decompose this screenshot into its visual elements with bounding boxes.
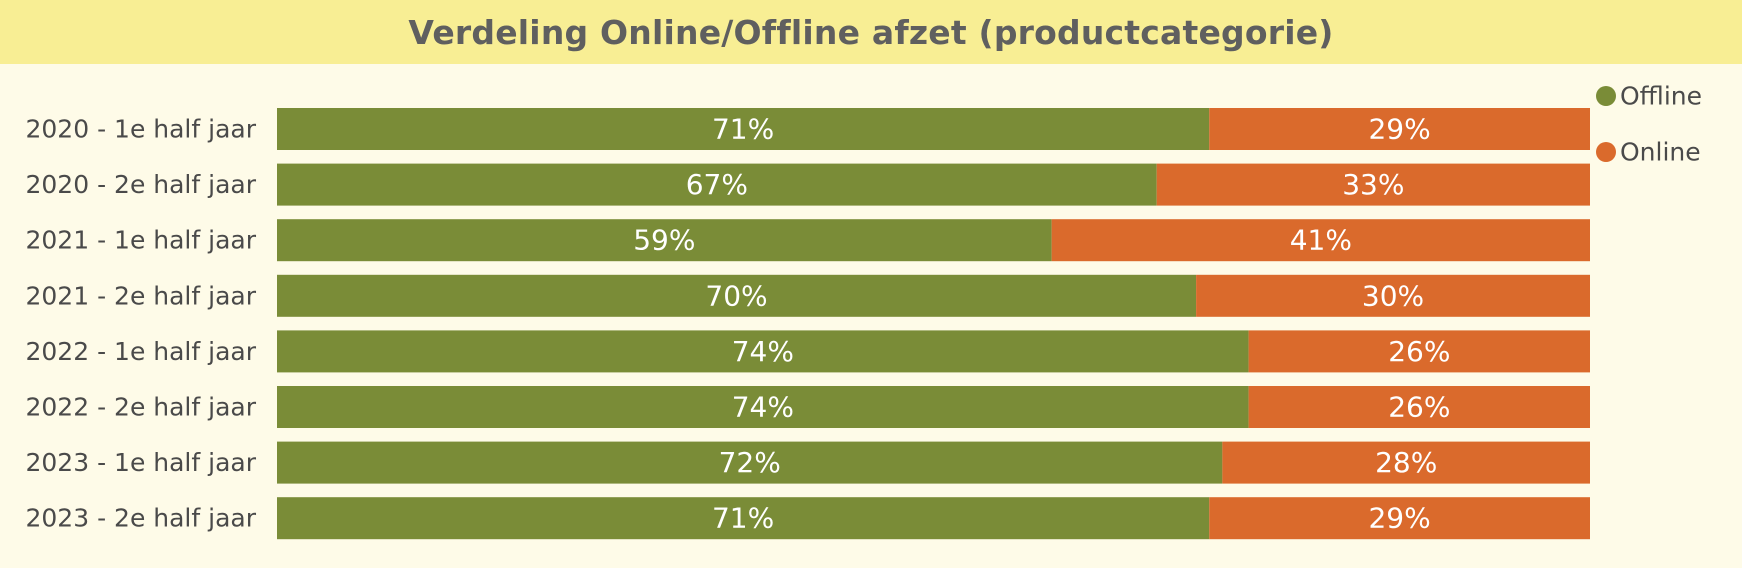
data-label-online-2022-1e-half-jaar: 26%	[1388, 335, 1450, 368]
data-label-online-2021-1e-half-jaar: 41%	[1290, 224, 1352, 257]
data-label-offline-2023-1e-half-jaar: 72%	[719, 446, 781, 479]
bar-online-2023-1e-half-jaar	[1222, 441, 1590, 484]
bar-offline-2023-2e-half-jaar	[277, 497, 1210, 540]
bar-offline-2022-1e-half-jaar	[277, 330, 1249, 373]
data-label-offline-2022-1e-half-jaar: 74%	[732, 335, 794, 368]
bar-offline-2022-2e-half-jaar	[277, 386, 1249, 428]
bar-online-2022-1e-half-jaar	[1248, 330, 1590, 373]
legend-label-offline: Offline	[1620, 82, 1702, 111]
data-label-online-2023-2e-half-jaar: 29%	[1368, 502, 1430, 535]
bar-offline-2023-1e-half-jaar	[277, 441, 1223, 484]
category-label-2021-1e-half-jaar: 2021 - 1e half jaar	[26, 226, 257, 255]
category-label-2022-1e-half-jaar: 2022 - 1e half jaar	[26, 337, 257, 366]
legend-marker-online	[1596, 142, 1616, 162]
chart-title-bar: Verdeling Online/Offline afzet (productc…	[0, 0, 1742, 64]
bar-offline-2020-2e-half-jaar	[277, 163, 1157, 206]
legend-label-online: Online	[1620, 138, 1701, 167]
category-label-2023-2e-half-jaar: 2023 - 2e half jaar	[26, 504, 257, 533]
data-label-offline-2020-1e-half-jaar: 71%	[712, 113, 774, 146]
bar-offline-2021-2e-half-jaar	[277, 274, 1197, 317]
data-label-offline-2021-2e-half-jaar: 70%	[705, 279, 767, 312]
data-label-online-2020-1e-half-jaar: 29%	[1368, 113, 1430, 146]
legend-marker-offline	[1596, 86, 1616, 106]
bar-offline-2021-1e-half-jaar	[277, 219, 1052, 262]
bar-online-2021-1e-half-jaar	[1051, 219, 1590, 262]
data-label-offline-2023-2e-half-jaar: 71%	[712, 502, 774, 535]
bar-online-2021-2e-half-jaar	[1196, 274, 1590, 317]
category-label-2022-2e-half-jaar: 2022 - 2e half jaar	[26, 393, 257, 422]
bar-offline-2020-1e-half-jaar	[277, 108, 1210, 150]
category-label-2021-2e-half-jaar: 2021 - 2e half jaar	[26, 281, 257, 310]
data-label-online-2022-2e-half-jaar: 26%	[1388, 391, 1450, 424]
category-label-2020-2e-half-jaar: 2020 - 2e half jaar	[26, 170, 257, 199]
bar-online-2023-2e-half-jaar	[1209, 497, 1590, 540]
chart-title: Verdeling Online/Offline afzet (productc…	[408, 12, 1334, 52]
data-label-offline-2020-2e-half-jaar: 67%	[686, 168, 748, 201]
data-label-offline-2022-2e-half-jaar: 74%	[732, 391, 794, 424]
bar-online-2022-2e-half-jaar	[1248, 386, 1590, 428]
bar-online-2020-1e-half-jaar	[1209, 108, 1590, 150]
category-label-2023-1e-half-jaar: 2023 - 1e half jaar	[26, 448, 257, 477]
category-label-2020-1e-half-jaar: 2020 - 1e half jaar	[26, 115, 257, 144]
data-label-online-2023-1e-half-jaar: 28%	[1375, 446, 1437, 479]
data-label-online-2020-2e-half-jaar: 33%	[1342, 168, 1404, 201]
data-label-online-2021-2e-half-jaar: 30%	[1362, 279, 1424, 312]
data-label-offline-2021-1e-half-jaar: 59%	[633, 224, 695, 257]
bar-online-2020-2e-half-jaar	[1156, 163, 1590, 206]
